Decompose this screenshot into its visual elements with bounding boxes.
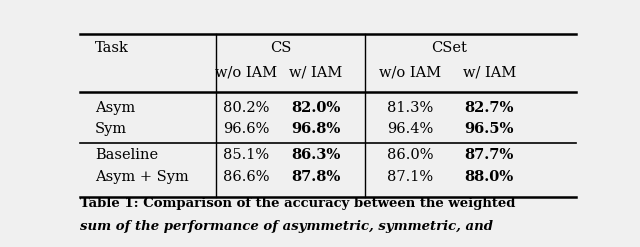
Text: 86.3%: 86.3% xyxy=(291,148,340,162)
Text: 87.7%: 87.7% xyxy=(465,148,514,162)
Text: 85.1%: 85.1% xyxy=(223,148,269,162)
Text: 82.7%: 82.7% xyxy=(465,101,514,115)
Text: sum of the performance of asymmetric, symmetric, and: sum of the performance of asymmetric, sy… xyxy=(80,220,493,233)
Text: 96.4%: 96.4% xyxy=(387,123,433,137)
Text: 81.3%: 81.3% xyxy=(387,101,433,115)
Text: CS: CS xyxy=(270,41,292,55)
Text: 80.2%: 80.2% xyxy=(223,101,269,115)
Text: 87.8%: 87.8% xyxy=(291,170,340,184)
Text: 88.0%: 88.0% xyxy=(465,170,514,184)
Text: Baseline: Baseline xyxy=(95,148,158,162)
Text: 87.1%: 87.1% xyxy=(387,170,433,184)
Text: Asym: Asym xyxy=(95,101,135,115)
Text: Table 1: Comparison of the accuracy between the weighted: Table 1: Comparison of the accuracy betw… xyxy=(80,197,515,210)
Text: Task: Task xyxy=(95,41,129,55)
Text: 86.6%: 86.6% xyxy=(223,170,269,184)
Text: 96.8%: 96.8% xyxy=(291,123,340,137)
Text: w/o IAM: w/o IAM xyxy=(215,65,277,80)
Text: 96.6%: 96.6% xyxy=(223,123,269,137)
Text: 86.0%: 86.0% xyxy=(387,148,433,162)
Text: 96.5%: 96.5% xyxy=(465,123,514,137)
Text: w/ IAM: w/ IAM xyxy=(463,65,516,80)
Text: Asym + Sym: Asym + Sym xyxy=(95,170,189,184)
Text: 82.0%: 82.0% xyxy=(291,101,340,115)
Text: CSet: CSet xyxy=(431,41,467,55)
Text: Sym: Sym xyxy=(95,123,127,137)
Text: w/ IAM: w/ IAM xyxy=(289,65,342,80)
Text: w/o IAM: w/o IAM xyxy=(379,65,441,80)
